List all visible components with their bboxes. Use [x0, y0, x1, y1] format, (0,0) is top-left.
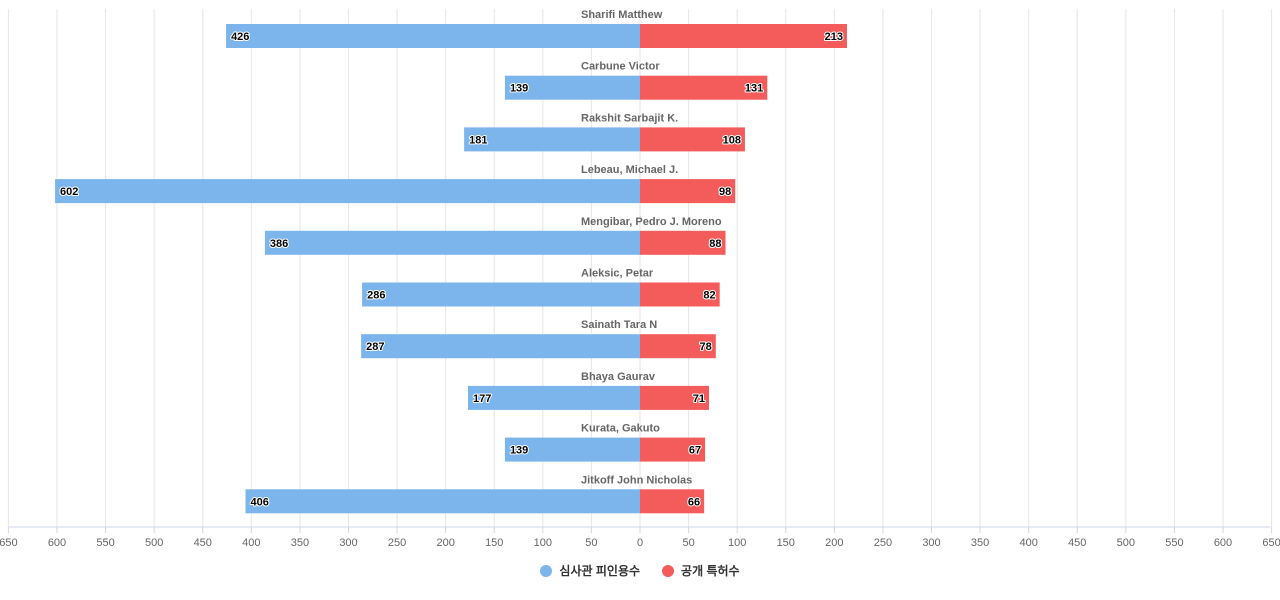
bar-series-1[interactable] — [226, 24, 640, 48]
data-label-series-2: 131 — [745, 83, 763, 95]
data-label-series-1: 286 — [367, 290, 385, 302]
data-label-series-1: 287 — [366, 341, 384, 353]
bar-series-2[interactable] — [640, 282, 720, 307]
legend-swatch-series-1 — [540, 564, 553, 577]
x-tick-label: 150 — [485, 537, 503, 549]
bar-series-1[interactable] — [504, 437, 640, 462]
data-label-series-1: 181 — [469, 134, 487, 146]
bar-series-2[interactable] — [640, 385, 709, 410]
x-tick-label: 500 — [1117, 537, 1135, 549]
data-label-series-2: 82 — [703, 290, 715, 302]
bar-series-2[interactable] — [640, 489, 705, 514]
data-label-series-2: 213 — [825, 31, 843, 43]
x-tick-label: 300 — [339, 537, 357, 549]
bar-series-1[interactable] — [55, 179, 641, 204]
bar-series-2[interactable] — [640, 127, 745, 152]
bar-series-2[interactable] — [640, 24, 847, 48]
data-label-series-2: 71 — [693, 393, 705, 405]
bar-series-2[interactable] — [640, 179, 736, 204]
category-label: Mengibar, Pedro J. Moreno — [581, 216, 722, 228]
bar-series-1[interactable] — [468, 385, 640, 410]
bar-series-1[interactable] — [464, 127, 640, 152]
data-label-series-1: 139 — [510, 445, 528, 457]
x-tick-label: 600 — [1214, 537, 1232, 549]
category-label: Lebeau, Michael J. — [581, 164, 678, 176]
bar-series-1[interactable] — [245, 489, 640, 514]
data-label-series-1: 139 — [510, 83, 528, 95]
chart-svg: 650 600 550 500 450 400 350 300 250 200 150 100 50 0 5… — [0, 9, 1280, 549]
x-tick-label: 450 — [1068, 537, 1086, 549]
x-tick-label: 650 — [1262, 537, 1280, 549]
x-tick-label: 250 — [874, 537, 892, 549]
x-tick-label: 200 — [825, 537, 843, 549]
data-label-series-1: 602 — [60, 186, 78, 198]
bar-series-2[interactable] — [640, 230, 726, 255]
bar-series-2[interactable] — [640, 75, 768, 100]
x-tick-label: 0 — [637, 537, 643, 549]
category-label: Sainath Tara N — [581, 319, 657, 331]
bar-series-1[interactable] — [361, 334, 640, 359]
x-tick-label: 250 — [388, 537, 406, 549]
legend-item-series-2[interactable]: 공개 특허수 — [662, 562, 740, 579]
data-label-series-2: 98 — [719, 186, 731, 198]
x-tick-label: 100 — [534, 537, 552, 549]
category-label: Aleksic, Petar — [581, 268, 654, 280]
data-label-series-2: 78 — [700, 341, 712, 353]
x-tick-label: 100 — [728, 537, 746, 549]
x-tick-label: 200 — [436, 537, 454, 549]
x-tick-label: 350 — [291, 537, 309, 549]
legend-item-series-1[interactable]: 심사관 피인용수 — [540, 562, 640, 579]
category-label: Jitkoff John Nicholas — [581, 474, 692, 486]
x-tick-label: 400 — [242, 537, 260, 549]
x-tick-label: 500 — [145, 537, 163, 549]
x-tick-label: 300 — [922, 537, 940, 549]
x-tick-label: 50 — [585, 537, 597, 549]
bar-series-1[interactable] — [504, 75, 640, 100]
legend-label-series-1: 심사관 피인용수 — [559, 564, 641, 578]
bar-series-2[interactable] — [640, 437, 706, 462]
data-label-series-1: 177 — [473, 393, 491, 405]
category-label: Bhaya Gaurav — [581, 371, 656, 383]
x-tick-label: 450 — [194, 537, 212, 549]
bar-series-2[interactable] — [640, 334, 716, 359]
x-tick-label: 550 — [1165, 537, 1183, 549]
data-label-series-2: 67 — [689, 445, 701, 457]
legend-swatch-series-2 — [662, 564, 675, 577]
data-label-series-2: 108 — [723, 134, 741, 146]
data-label-series-1: 426 — [231, 31, 249, 43]
legend: 심사관 피인용수 공개 특허수 — [0, 562, 1280, 579]
legend-label-series-2: 공개 특허수 — [681, 564, 740, 578]
x-tick-label: 600 — [48, 537, 66, 549]
x-tick-label: 150 — [777, 537, 795, 549]
x-tick-label: 400 — [1019, 537, 1037, 549]
data-label-series-2: 66 — [688, 496, 700, 508]
data-label-series-2: 88 — [709, 238, 721, 250]
x-tick-label: 650 — [0, 537, 18, 549]
data-label-series-1: 406 — [251, 496, 269, 508]
bar-series-1[interactable] — [264, 230, 640, 255]
category-label: Rakshit Sarbajit K. — [581, 112, 678, 124]
x-tick-label: 550 — [96, 537, 114, 549]
x-tick-label: 350 — [971, 537, 989, 549]
category-label: Kurata, Gakuto — [581, 423, 660, 435]
category-label: Sharifi Matthew — [581, 9, 663, 21]
x-tick-label: 50 — [682, 537, 694, 549]
bar-series-1[interactable] — [362, 282, 640, 307]
category-label: Carbune Victor — [581, 61, 660, 73]
data-label-series-1: 386 — [270, 238, 288, 250]
